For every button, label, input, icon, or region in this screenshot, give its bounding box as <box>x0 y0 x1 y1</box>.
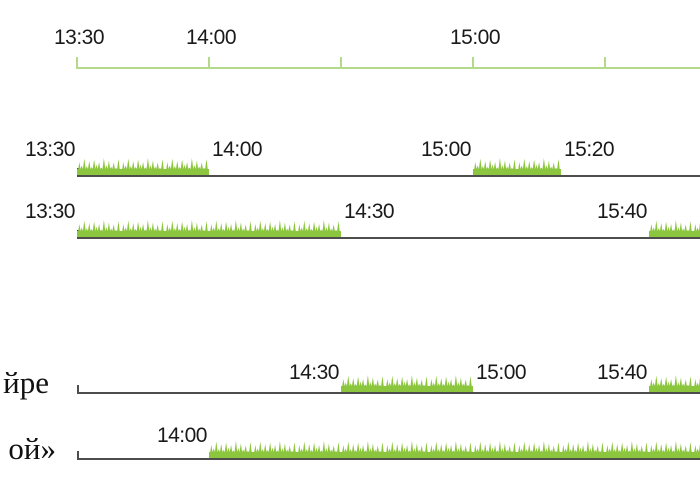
row-baseline <box>77 237 700 239</box>
segment-start-label: 15:40 <box>596 361 648 384</box>
grass-tuft <box>649 375 693 392</box>
segment-end-label: 15:20 <box>564 138 615 161</box>
axis-line <box>77 67 700 69</box>
segment-start-label: 13:30 <box>24 138 76 161</box>
grass-tuft <box>209 220 253 237</box>
grass-tuft <box>649 441 693 458</box>
grass-tuft <box>385 375 429 392</box>
grass-tuft <box>693 222 700 237</box>
row-baseline <box>77 392 700 394</box>
grass-tuft <box>297 441 341 458</box>
grass-tuft <box>385 441 429 458</box>
segment-start-label: 15:40 <box>596 200 648 223</box>
axis-tick-label: 14:00 <box>185 26 237 49</box>
segment-start-label: 13:30 <box>24 200 76 223</box>
grass-segment <box>649 220 700 237</box>
grass-tuft <box>693 377 700 392</box>
grass-tuft <box>693 443 700 458</box>
grass-tuft <box>121 220 165 237</box>
grass-segment <box>209 441 700 458</box>
grass-tuft <box>473 441 517 458</box>
grass-tuft <box>517 441 561 458</box>
grass-segment <box>473 158 561 175</box>
axis-tick-label: 15:00 <box>449 26 501 49</box>
grass-tuft <box>341 441 385 458</box>
grass-tuft <box>253 220 297 237</box>
axis-tick <box>76 57 78 69</box>
segment-end-label: 14:00 <box>212 138 263 161</box>
row-baseline <box>77 458 700 460</box>
segment-end-label: 14:30 <box>344 200 395 223</box>
grass-tuft <box>341 375 385 392</box>
segment-start-label: 14:00 <box>156 424 208 447</box>
segment-start-label: 15:00 <box>420 138 472 161</box>
segment-end-label: 15:00 <box>476 361 527 384</box>
grass-tuft <box>121 158 165 175</box>
grass-tuft <box>429 375 473 392</box>
grass-tuft <box>297 220 341 237</box>
row-start-tick <box>77 385 79 392</box>
axis-tick-label: 13:30 <box>53 26 105 49</box>
row-label: ой» <box>8 431 56 466</box>
row-start-tick <box>77 451 79 458</box>
row-baseline <box>77 175 700 177</box>
grass-tuft <box>473 158 517 175</box>
grass-tuft <box>649 220 693 237</box>
grass-tuft <box>517 158 561 175</box>
grass-tuft <box>77 220 121 237</box>
grass-tuft <box>429 441 473 458</box>
grass-segment <box>77 220 341 237</box>
axis-tick <box>340 57 342 69</box>
grass-tuft <box>77 158 121 175</box>
grass-segment <box>341 375 473 392</box>
axis-tick <box>604 57 606 69</box>
axis-tick <box>472 57 474 69</box>
grass-tuft <box>165 158 209 175</box>
grass-segment <box>77 158 209 175</box>
axis-tick <box>208 57 210 69</box>
grass-tuft <box>165 220 209 237</box>
grass-segment <box>649 375 700 392</box>
grass-tuft <box>561 441 605 458</box>
segment-start-label: 14:30 <box>288 361 340 384</box>
grass-tuft <box>209 441 253 458</box>
grass-tuft <box>605 441 649 458</box>
row-label: йре <box>3 365 49 400</box>
grass-tuft <box>253 441 297 458</box>
